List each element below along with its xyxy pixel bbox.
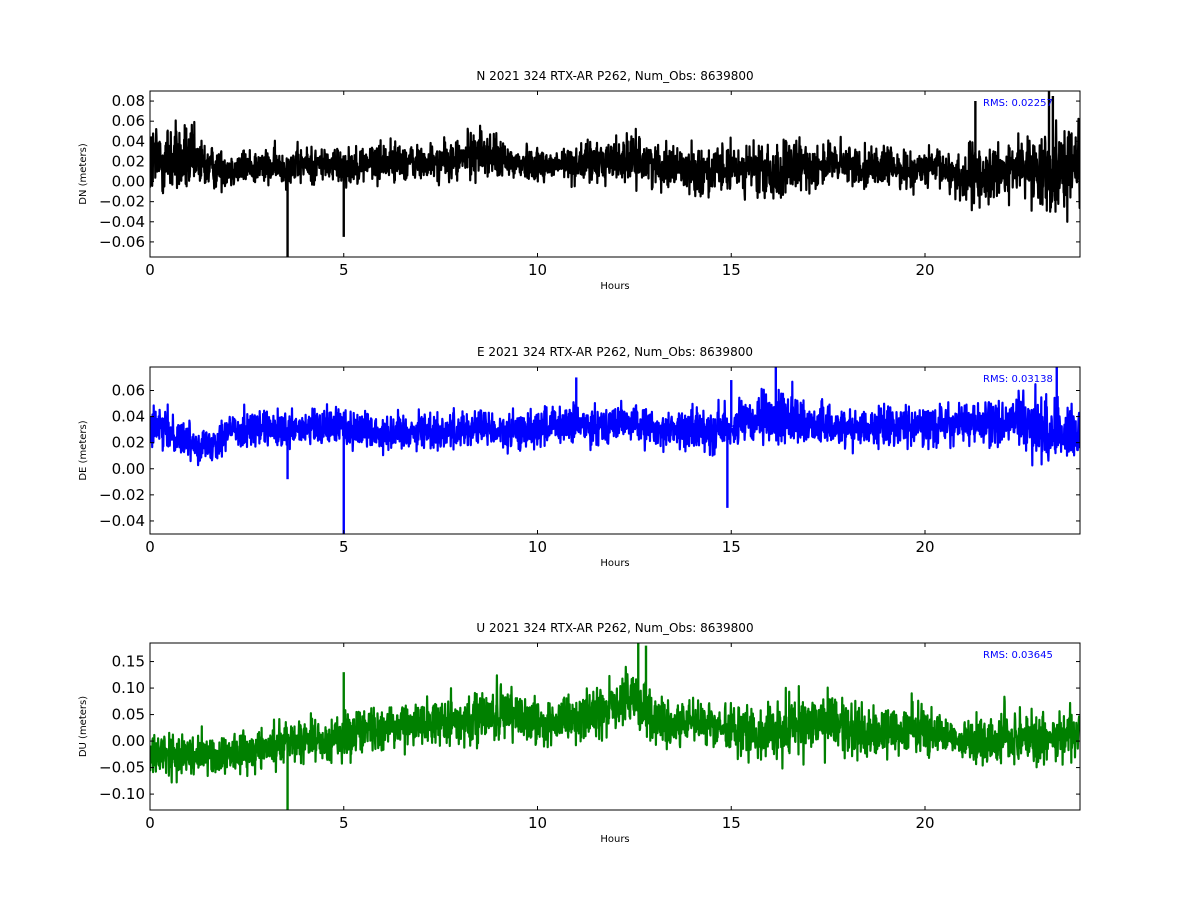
y-tick-label: −0.02 xyxy=(99,193,145,211)
x-tick-label: 20 xyxy=(915,261,934,279)
y-axis-label: DN (meters) xyxy=(78,143,89,205)
rms-annotation: RMS: 0.03138 xyxy=(983,374,1053,385)
chart-panel-0: 0 5 10 15 20 −0.06 −0.04 −0.02 0.00 0.02 0.04 0.06 0… xyxy=(78,69,1081,292)
chart-panel-2: 0 5 10 15 20 −0.10 −0.05 0.00 0.05 0.10 0.15 U 2021… xyxy=(78,621,1081,845)
y-tick-label: 0.06 xyxy=(112,381,145,399)
y-axis-label: DE (meters) xyxy=(78,420,89,480)
y-tick-label: 0.04 xyxy=(112,132,145,150)
y-tick-label: −0.04 xyxy=(99,512,145,530)
x-tick-label: 0 xyxy=(145,261,155,279)
chart-title: E 2021 324 RTX-AR P262, Num_Obs: 8639800 xyxy=(477,345,753,359)
y-tick-label: 0.00 xyxy=(112,732,145,750)
y-tick-label: 0.02 xyxy=(112,152,145,170)
x-tick-label: 0 xyxy=(145,538,155,556)
y-tick-label: 0.04 xyxy=(112,408,145,426)
y-tick-label: −0.04 xyxy=(99,213,145,231)
series-trace xyxy=(150,117,1080,223)
x-tick-label: 15 xyxy=(722,261,741,279)
y-tick-label: 0.15 xyxy=(112,653,145,671)
x-axis-label: Hours xyxy=(600,281,629,292)
x-tick-label: 15 xyxy=(722,538,741,556)
chart-title: U 2021 324 RTX-AR P262, Num_Obs: 8639800 xyxy=(476,621,753,635)
y-tick-label: 0.05 xyxy=(112,706,145,724)
y-tick-label: −0.05 xyxy=(99,759,145,777)
axes-frame xyxy=(149,90,1081,258)
x-tick-label: 0 xyxy=(145,814,155,832)
x-tick-label: 20 xyxy=(915,538,934,556)
y-tick-label: 0.08 xyxy=(112,92,145,110)
x-tick-label: 5 xyxy=(339,538,349,556)
y-tick-label: 0.10 xyxy=(112,679,145,697)
rms-annotation: RMS: 0.03645 xyxy=(983,650,1053,661)
x-axis-label: Hours xyxy=(600,558,629,569)
x-tick-label: 10 xyxy=(528,538,547,556)
x-tick-label: 20 xyxy=(915,814,934,832)
axes-frame xyxy=(149,642,1081,811)
x-tick-label: 5 xyxy=(339,261,349,279)
chart-panel-1: 0 5 10 15 20 −0.04 −0.02 0.00 0.02 0.04 0.06 E 2021… xyxy=(78,345,1081,569)
y-tick-label: 0.02 xyxy=(112,434,145,452)
series-trace xyxy=(150,665,1080,784)
y-tick-label: 0.00 xyxy=(112,460,145,478)
series-trace xyxy=(150,380,1080,467)
x-tick-label: 10 xyxy=(528,261,547,279)
y-axis-label: DU (meters) xyxy=(78,696,89,757)
chart-title: N 2021 324 RTX-AR P262, Num_Obs: 8639800 xyxy=(476,69,753,83)
x-tick-label: 5 xyxy=(339,814,349,832)
x-tick-label: 10 xyxy=(528,814,547,832)
y-tick-label: −0.02 xyxy=(99,486,145,504)
rms-annotation: RMS: 0.02257 xyxy=(983,98,1053,109)
axes-frame xyxy=(149,366,1081,535)
y-tick-label: 0.06 xyxy=(112,112,145,130)
y-tick-label: −0.10 xyxy=(99,785,145,803)
y-tick-label: −0.06 xyxy=(99,233,145,251)
y-tick-label: 0.00 xyxy=(112,173,145,191)
x-tick-label: 15 xyxy=(722,814,741,832)
x-axis-label: Hours xyxy=(600,834,629,845)
